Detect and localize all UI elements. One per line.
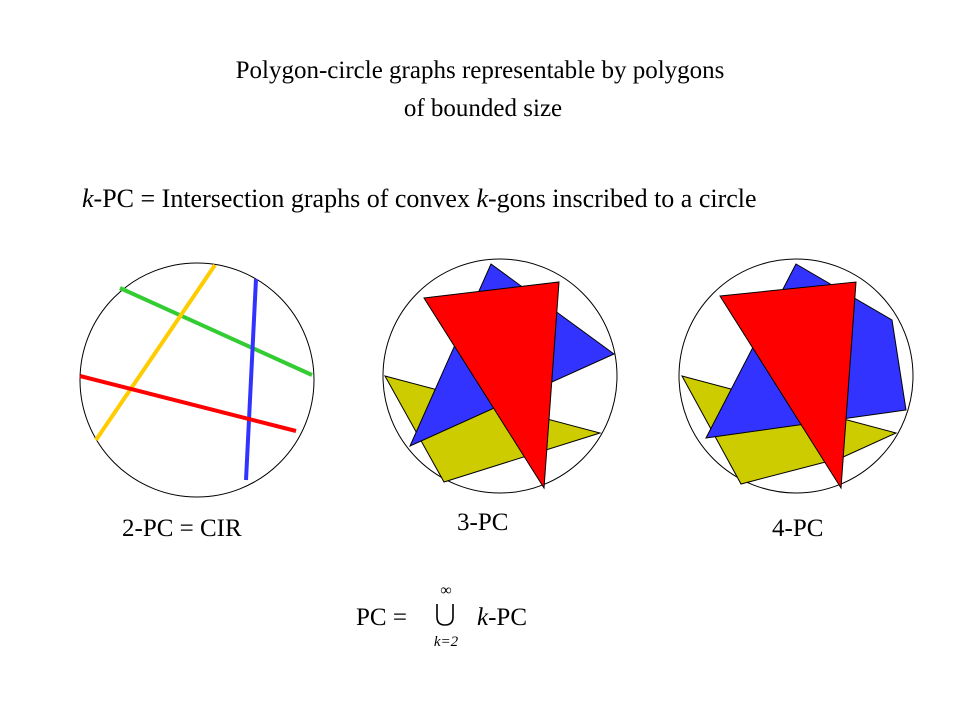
circle-4pc-group xyxy=(678,258,914,494)
definition-k: k xyxy=(82,184,94,213)
slide-title: Polygon-circle graphs representable by p… xyxy=(0,52,960,128)
formula-lhs: PC = xyxy=(356,604,407,631)
title-line-2: of bounded size xyxy=(403,95,563,122)
chord-blue xyxy=(244,278,258,481)
union-upper-limit: ∞ xyxy=(440,582,452,599)
union-icon xyxy=(436,604,454,626)
definition-k-2: k xyxy=(476,184,488,213)
chord-green xyxy=(119,286,313,377)
triangle-red-4pc xyxy=(719,281,857,490)
caption-4pc: 4-PC xyxy=(772,515,824,542)
chord-yellow xyxy=(94,263,217,442)
triangle-red-3pc xyxy=(423,281,560,490)
union-lower-limit: k=2 xyxy=(433,634,459,650)
caption-2pc: 2-PC = CIR xyxy=(122,515,242,542)
definition-part-1: -PC = Intersection graphs of convex xyxy=(93,184,477,213)
formula-rhs: k-PC xyxy=(477,604,527,632)
definition-part-2: -gons inscribed to a circle xyxy=(488,184,757,213)
caption-3pc: 3-PC xyxy=(457,509,509,536)
circle-2pc xyxy=(79,262,315,498)
formula-k: k xyxy=(477,604,489,631)
chord-red xyxy=(79,374,297,433)
circle-3pc-group xyxy=(382,258,618,494)
circle-2pc-group xyxy=(79,262,315,498)
union-operator: ∞ k=2 xyxy=(424,582,468,652)
title-line-1: Polygon-circle graphs representable by p… xyxy=(235,57,725,84)
definition-text: k-PC = Intersection graphs of convex k-g… xyxy=(82,184,757,214)
formula-rhs-text: -PC xyxy=(488,604,528,631)
